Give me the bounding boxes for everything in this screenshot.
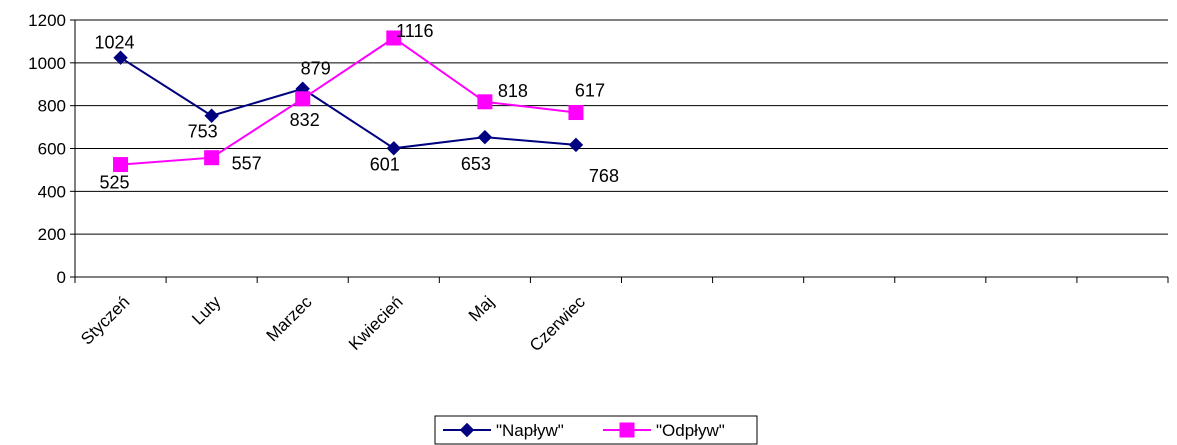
y-axis: 0 200 400 600 800 1000 1200 [28, 11, 76, 287]
data-point [113, 157, 129, 173]
data-label: 753 [188, 122, 218, 142]
legend-marker [619, 422, 635, 438]
y-tick-label: 0 [57, 268, 66, 287]
data-point [477, 129, 493, 145]
x-tick-label: Kwiecień [345, 292, 407, 354]
x-tick-label: Styczeń [77, 292, 133, 348]
y-tick-label: 800 [38, 97, 66, 116]
y-tick-label: 1000 [28, 54, 66, 73]
x-axis: Styczeń Luty Marzec Kwiecień Maj Czerwiec [74, 276, 1169, 355]
legend-marker [459, 422, 475, 438]
data-point [204, 108, 219, 123]
y-tick-label: 200 [38, 225, 66, 244]
gridlines [75, 19, 1168, 278]
x-tick-label: Maj [465, 292, 498, 325]
legend-label: "Napływ" [496, 421, 564, 440]
legend: "Napływ" "Odpływ" [434, 415, 758, 445]
data-label: 653 [461, 154, 491, 174]
data-label: 818 [498, 81, 528, 101]
data-point [568, 105, 584, 121]
data-point [295, 91, 311, 107]
x-tick-label: Marzec [263, 292, 316, 345]
data-point [386, 30, 402, 46]
series-layer [113, 30, 584, 173]
data-labels: 1024 753 879 601 653 768 525 557 832 1116 818 617 [95, 21, 619, 193]
data-point [477, 94, 493, 110]
y-tick-label: 400 [38, 182, 66, 201]
data-label: 525 [100, 173, 130, 193]
x-tick-label: Luty [188, 292, 225, 329]
y-tick-label: 600 [38, 140, 66, 159]
data-label: 1024 [95, 33, 135, 53]
data-label: 617 [575, 81, 605, 101]
x-tick-label: Czerwiec [526, 292, 589, 355]
data-label: 879 [301, 59, 331, 79]
legend-label: "Odpływ" [656, 421, 725, 440]
data-label: 768 [589, 166, 619, 186]
series-line-odplyw [120, 36, 577, 166]
data-point [568, 137, 584, 153]
y-tick-label: 1200 [28, 11, 66, 30]
data-label: 557 [232, 154, 262, 174]
data-label: 832 [290, 110, 320, 130]
series-line-naplyw [120, 56, 577, 150]
data-point [386, 141, 401, 156]
data-point [204, 150, 220, 166]
data-label: 601 [370, 154, 400, 174]
data-point [113, 50, 128, 65]
data-label: 1116 [396, 21, 433, 41]
